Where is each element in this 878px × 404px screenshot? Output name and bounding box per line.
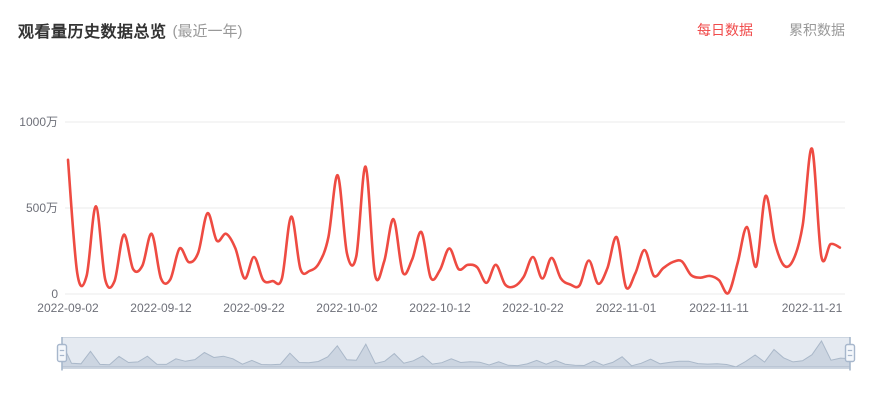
panel-subtitle: (最近一年)	[172, 22, 243, 40]
x-tick-label: 2022-10-02	[316, 301, 378, 315]
x-tick-label: 2022-10-22	[502, 301, 564, 315]
panel-title: 观看量历史数据总览	[18, 24, 167, 41]
tab-cumulative-data[interactable]: 累积数据	[789, 22, 845, 38]
x-tick-label: 2022-09-02	[37, 301, 99, 315]
x-axis-labels: 2022-09-02 2022-09-12 2022-09-22 2022-10-02…	[37, 301, 842, 315]
y-axis-grid: 0 500万 1000万	[19, 115, 845, 301]
x-tick-label: 2022-09-12	[130, 301, 192, 315]
panel-header: 观看量历史数据总览 (最近一年) 每日数据 累积数据	[0, 0, 878, 42]
datazoom-handle-grip[interactable]	[844, 343, 856, 363]
datazoom-data-shadow	[61, 340, 851, 368]
y-tick-label: 0	[51, 287, 58, 301]
x-tick-label: 2022-10-12	[409, 301, 471, 315]
x-tick-label: 2022-11-11	[689, 301, 749, 315]
x-tick-label: 2022-11-21	[782, 301, 843, 315]
y-tick-label: 1000万	[19, 115, 58, 129]
datazoom-handle-left[interactable]	[56, 337, 68, 371]
tab-daily-data[interactable]: 每日数据	[697, 22, 753, 38]
x-tick-label: 2022-09-22	[223, 301, 285, 315]
datazoom-handle-grip[interactable]	[56, 343, 68, 363]
x-tick-label: 2022-11-01	[596, 301, 657, 315]
y-tick-label: 500万	[26, 201, 58, 215]
datazoom-slider[interactable]	[56, 337, 856, 371]
daily-views-line-series	[66, 147, 842, 295]
datazoom-handle-right[interactable]	[844, 337, 856, 371]
